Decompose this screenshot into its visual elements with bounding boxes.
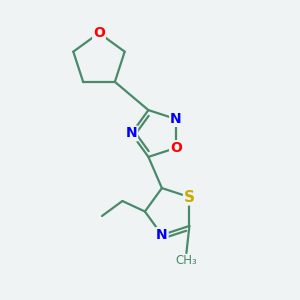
Text: N: N — [156, 228, 168, 242]
Text: O: O — [93, 26, 105, 40]
Text: O: O — [170, 141, 182, 155]
Text: N: N — [170, 112, 182, 126]
Text: CH₃: CH₃ — [176, 254, 197, 268]
Text: N: N — [126, 127, 137, 140]
Text: S: S — [184, 190, 195, 205]
